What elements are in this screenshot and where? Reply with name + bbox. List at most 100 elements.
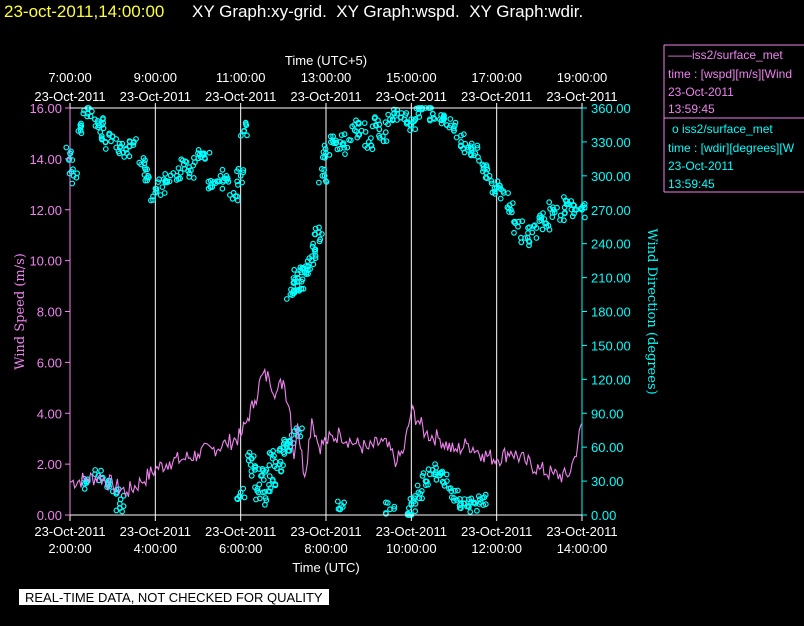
wind-direction-point xyxy=(78,123,85,129)
wind-direction-point xyxy=(376,134,383,141)
wind-direction-point xyxy=(430,114,437,121)
wind-direction-point xyxy=(130,142,137,149)
wind-direction-point xyxy=(237,132,244,139)
wind-direction-point xyxy=(431,115,438,122)
wind-direction-point xyxy=(407,127,414,134)
grid-lines xyxy=(154,108,498,515)
wind-direction-point xyxy=(68,148,74,155)
wind-direction-point xyxy=(412,126,419,133)
bottom-tick-time: 6:00:00 xyxy=(219,541,262,556)
wind-direction-point xyxy=(206,149,213,156)
wind-direction-point xyxy=(391,506,398,512)
wind-direction-point xyxy=(525,238,532,245)
wind-direction-point xyxy=(474,507,480,514)
left-tick-label: 12.00 xyxy=(29,203,62,218)
wind-direction-point xyxy=(319,231,325,237)
wind-direction-point xyxy=(440,479,447,486)
wind-direction-point xyxy=(497,195,504,202)
wind-speed-line xyxy=(69,367,583,497)
wind-direction-point xyxy=(372,114,378,120)
wind-direction-point xyxy=(533,235,540,241)
wind-direction-point xyxy=(334,498,341,505)
right-tick-label: 330.00 xyxy=(591,135,631,150)
wind-direction-point xyxy=(278,468,285,474)
wind-direction-point xyxy=(226,192,233,198)
wind-direction-point xyxy=(260,477,267,483)
wind-direction-point xyxy=(351,127,358,134)
wind-direction-point xyxy=(141,172,148,178)
bottom-tick-date: 23-Oct-2011 xyxy=(290,524,361,539)
bottom-tick-date: 23-Oct-2011 xyxy=(546,524,617,539)
wind-direction-point xyxy=(207,184,214,191)
wind-direction-point xyxy=(126,153,133,160)
wind-direction-point xyxy=(456,505,463,511)
wind-direction-point xyxy=(305,271,311,277)
wind-direction-point xyxy=(448,488,455,495)
wind-direction-point xyxy=(368,142,375,149)
wind-direction-point xyxy=(73,174,80,181)
wind-direction-point xyxy=(416,114,423,120)
bottom-tick-date: 23-Oct-2011 xyxy=(120,524,191,539)
wind-direction-point xyxy=(327,133,334,140)
wind-direction-point xyxy=(100,125,107,132)
wind-direction-point xyxy=(319,154,326,161)
wind-direction-point xyxy=(562,197,569,204)
wind-direction-point xyxy=(283,296,290,302)
wind-direction-point xyxy=(389,116,396,123)
wind-direction-point xyxy=(385,111,392,118)
wind-direction-point xyxy=(447,116,454,122)
wind-direction-point xyxy=(155,179,162,186)
right-tick-label: 240.00 xyxy=(591,237,631,252)
wind-direction-point xyxy=(170,170,177,176)
top-axis-label: Time (UTC+5) xyxy=(285,53,367,68)
wind-direction-point xyxy=(100,119,107,126)
wind-direction-point xyxy=(281,451,288,457)
bottom-tick-date: 23-Oct-2011 xyxy=(34,524,105,539)
wind-direction-point xyxy=(78,130,85,137)
legend-wspd-source: ——iss2/surface_met xyxy=(668,48,783,62)
wind-direction-point xyxy=(322,178,329,184)
top-tick-date: 23-Oct-2011 xyxy=(34,89,105,104)
wind-direction-point xyxy=(261,489,268,495)
wind-direction-point xyxy=(234,178,241,185)
wind-direction-point xyxy=(332,140,339,147)
wind-direction-point xyxy=(259,466,266,472)
wind-direction-point xyxy=(109,488,116,495)
wind-direction-point xyxy=(99,116,106,123)
top-tick-date: 23-Oct-2011 xyxy=(205,89,276,104)
wind-direction-point xyxy=(240,169,247,176)
wind-direction-point xyxy=(175,165,182,172)
wind-direction-point xyxy=(509,200,516,207)
wind-direction-point xyxy=(81,107,87,114)
wind-direction-point xyxy=(439,478,446,485)
wind-direction-point xyxy=(349,123,356,130)
wind-direction-point xyxy=(162,170,169,177)
wind-direction-point xyxy=(361,120,368,126)
top-tick-date: 23-Oct-2011 xyxy=(546,89,617,104)
wind-direction-point xyxy=(310,261,317,268)
wind-direction-point xyxy=(320,149,327,155)
wind-direction-point xyxy=(570,201,577,208)
bottom-axis-label: Time (UTC) xyxy=(292,560,359,575)
wind-direction-point xyxy=(119,140,126,147)
wind-direction-point xyxy=(280,462,286,469)
wind-direction-point xyxy=(306,255,313,262)
wind-direction-point xyxy=(299,276,306,283)
wind-direction-point xyxy=(120,492,127,499)
wind-direction-point xyxy=(69,180,76,187)
wind-direction-point xyxy=(198,150,205,157)
wind-direction-point xyxy=(508,209,515,216)
wind-direction-point xyxy=(452,487,458,494)
right-tick-label: 360.00 xyxy=(591,101,631,116)
wind-direction-point xyxy=(244,452,251,459)
wind-direction-point xyxy=(419,473,426,479)
wind-direction-point xyxy=(281,436,288,443)
wind-direction-point xyxy=(424,478,430,485)
wind-direction-point xyxy=(415,110,422,117)
wind-direction-point xyxy=(561,210,568,217)
right-tick-label: 150.00 xyxy=(591,338,631,353)
wind-direction-point xyxy=(109,133,116,140)
wind-direction-point xyxy=(240,167,247,173)
